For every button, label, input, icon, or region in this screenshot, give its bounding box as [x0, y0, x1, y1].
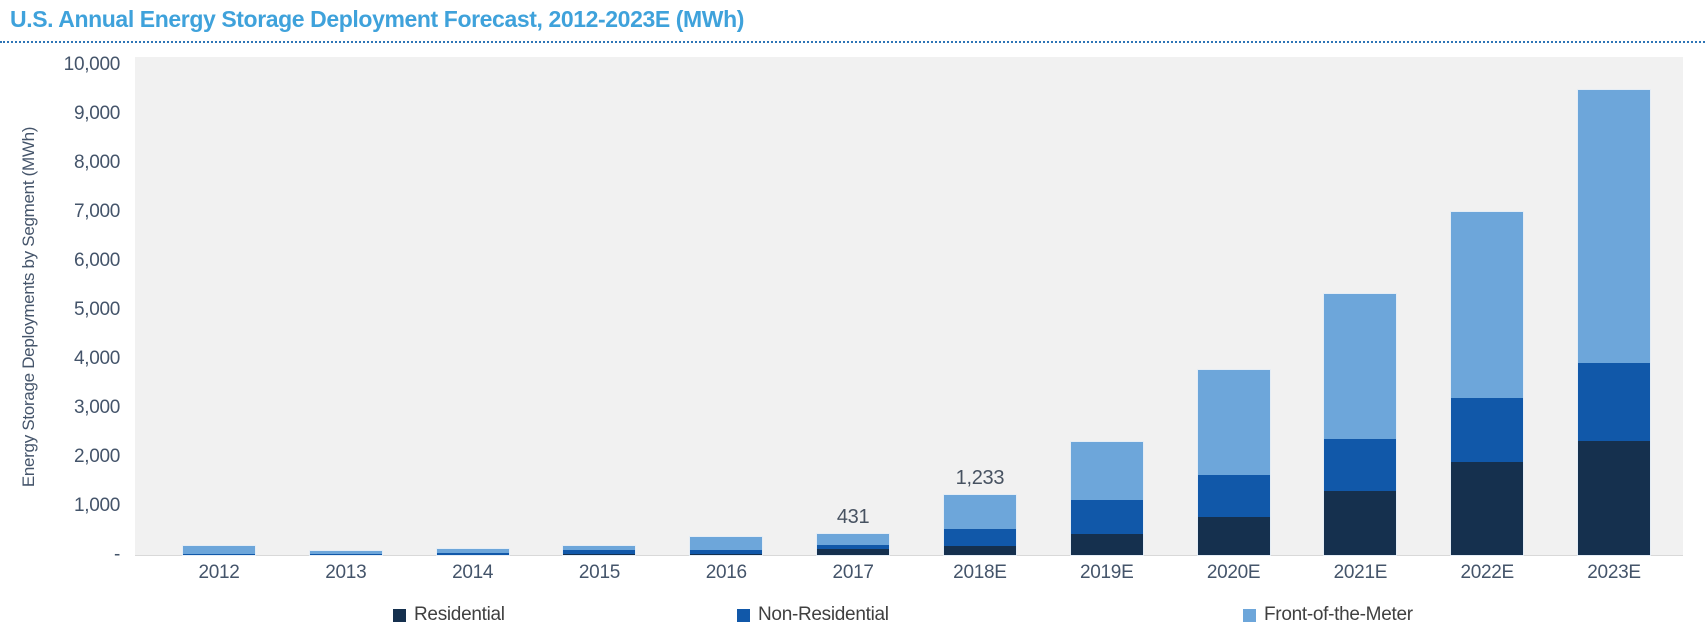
- bar-2012: [182, 545, 256, 556]
- y-tick-label: 3,000: [73, 397, 120, 418]
- bar-2023E-segment-front-of-the-meter: [1578, 89, 1651, 363]
- bar-2012-segment-front-of-the-meter: [183, 546, 255, 554]
- bar-2020E-segment-non-residential: [1197, 475, 1270, 517]
- legend-label: Residential: [414, 604, 505, 625]
- legend-label: Front-of-the-Meter: [1264, 604, 1413, 625]
- bar-2019E-segment-front-of-the-meter: [1070, 441, 1143, 501]
- y-tick-label: 10,000: [63, 54, 121, 75]
- bar-2021E-segment-non-residential: [1324, 438, 1397, 492]
- bar-2022E-segment-non-residential: [1451, 397, 1524, 462]
- x-axis-label-2012: 2012: [198, 562, 240, 583]
- x-axis-label-2019E: 2019E: [1080, 562, 1134, 583]
- bar-2023E: [1577, 88, 1652, 556]
- bar-2015: [562, 545, 637, 556]
- x-axis-label-2013: 2013: [325, 562, 367, 583]
- x-axis-label-2015: 2015: [578, 562, 620, 583]
- data-label-2017: 431: [836, 505, 870, 528]
- legend-item-residential: Residential: [393, 604, 505, 626]
- x-axis-label-2021E: 2021E: [1333, 562, 1388, 583]
- y-tick-label: -: [113, 544, 120, 565]
- bar-2018E-segment-residential: [943, 546, 1016, 555]
- bar-2014-segment-front-of-the-meter: [436, 548, 509, 554]
- chart-legend: Residential Non-Residential Front-of-the-M…: [0, 604, 1705, 634]
- bar-2019E-segment-non-residential: [1070, 500, 1143, 534]
- bar-2017-segment-front-of-the-meter: [817, 533, 890, 546]
- data-label-2018E: 1,233: [955, 466, 1005, 489]
- bar-2021E-segment-front-of-the-meter: [1324, 293, 1397, 439]
- plot-area: [135, 57, 1683, 555]
- bar-2023E-segment-residential: [1578, 441, 1651, 555]
- x-axis-label-2022E: 2022E: [1460, 562, 1514, 583]
- y-tick-label: 6,000: [73, 250, 120, 271]
- legend-label: Non-Residential: [758, 604, 889, 625]
- x-axis-label-2016: 2016: [705, 562, 747, 583]
- bar-2018E-segment-front-of-the-meter: [943, 494, 1016, 529]
- bar-2019E: [1069, 440, 1144, 556]
- bar-2013-segment-non-residential: [309, 554, 382, 555]
- bar-2017-segment-non-residential: [817, 545, 890, 550]
- bar-2013: [308, 550, 383, 556]
- y-tick-label: 1,000: [73, 495, 120, 516]
- x-axis-label-2023E: 2023E: [1587, 562, 1641, 583]
- bar-2015-segment-front-of-the-meter: [563, 546, 636, 550]
- bar-2016-segment-residential: [690, 553, 763, 555]
- bar-2015-segment-non-residential: [563, 549, 636, 555]
- bar-2017-segment-residential: [817, 549, 890, 555]
- y-tick-label: 7,000: [73, 201, 120, 222]
- bar-2017: [816, 532, 891, 556]
- x-axis-label-2020E: 2020E: [1206, 562, 1261, 583]
- legend-swatch-icon: [393, 608, 406, 622]
- y-tick-label: 4,000: [73, 348, 120, 369]
- bar-2020E-segment-front-of-the-meter: [1197, 370, 1270, 476]
- x-axis-label-2017: 2017: [832, 562, 874, 583]
- x-axis-label-2014: 2014: [452, 562, 494, 583]
- bar-2020E-segment-residential: [1197, 516, 1270, 555]
- bar-2014: [435, 547, 510, 557]
- legend-swatch-icon: [1243, 608, 1256, 622]
- bar-2016-segment-non-residential: [690, 549, 763, 554]
- bar-2018E-segment-non-residential: [943, 528, 1016, 547]
- bar-2016: [689, 536, 764, 556]
- legend-item-front-of-the-meter: Front-of-the-Meter: [1243, 604, 1413, 626]
- bar-2022E: [1450, 211, 1525, 556]
- y-tick-label: 9,000: [73, 103, 120, 124]
- x-axis-line: [135, 555, 1683, 556]
- legend-item-non-residential: Non-Residential: [737, 604, 889, 626]
- bar-2012-segment-non-residential: [183, 554, 255, 555]
- bar-2016-segment-front-of-the-meter: [690, 537, 763, 550]
- legend-swatch-icon: [737, 608, 750, 622]
- bar-2019E-segment-residential: [1070, 533, 1143, 555]
- bar-2022E-segment-residential: [1451, 461, 1524, 555]
- chart-title: U.S. Annual Energy Storage Deployment Fo…: [10, 6, 745, 32]
- bar-2021E-segment-residential: [1324, 491, 1397, 555]
- y-tick-label: 2,000: [73, 446, 120, 467]
- dotted-divider: [0, 41, 1705, 43]
- bar-2021E: [1323, 292, 1398, 556]
- bar-2014-segment-non-residential: [436, 553, 509, 555]
- x-axis-label-2018E: 2018E: [953, 562, 1007, 583]
- bar-2013-segment-front-of-the-meter: [309, 551, 382, 554]
- bar-2018E: [942, 493, 1017, 556]
- bar-2023E-segment-non-residential: [1578, 362, 1651, 442]
- y-tick-label: 5,000: [73, 299, 120, 320]
- bar-2022E-segment-front-of-the-meter: [1451, 212, 1524, 398]
- bar-2020E: [1196, 369, 1271, 556]
- y-tick-label: 8,000: [73, 152, 120, 173]
